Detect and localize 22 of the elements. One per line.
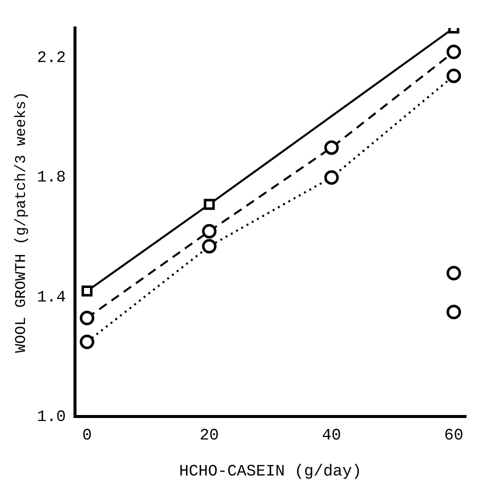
point xyxy=(324,140,339,155)
point xyxy=(324,170,339,185)
x-tick-label: 40 xyxy=(322,426,342,444)
point xyxy=(202,238,217,254)
y-tick-label: 2.2 xyxy=(36,49,66,68)
x-tick-label: 20 xyxy=(200,426,219,444)
point xyxy=(202,224,217,239)
x-axis-title: HCHO-CASEIN (g/day) xyxy=(179,462,362,481)
y-tick-label: 1.8 xyxy=(36,168,66,187)
x-tick-label: 0 xyxy=(82,426,92,444)
point xyxy=(446,68,462,84)
point xyxy=(82,286,93,297)
point xyxy=(80,310,94,326)
y-tick-label: 1.4 xyxy=(36,288,66,306)
point xyxy=(80,334,94,350)
y-axis-title: WOOL GROWTH (g/patch/3 weeks) xyxy=(12,92,30,353)
point xyxy=(204,198,215,210)
y-tick-label: 1.0 xyxy=(36,408,66,426)
point xyxy=(446,266,462,280)
x-tick-label: 60 xyxy=(444,426,464,444)
point xyxy=(446,44,462,60)
point xyxy=(446,304,462,320)
